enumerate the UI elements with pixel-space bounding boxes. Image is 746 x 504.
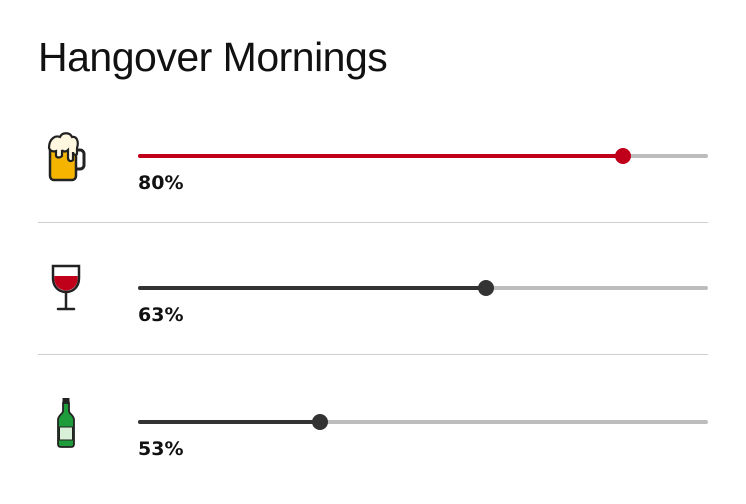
wine-row: 63% xyxy=(38,222,708,355)
bottle-slider-fill xyxy=(138,420,321,424)
page-title: Hangover Mornings xyxy=(38,34,388,80)
wine-value: 63% xyxy=(138,304,184,326)
wine-glass-icon xyxy=(46,262,86,314)
wine-slider-fill xyxy=(138,286,486,290)
beer-slider[interactable] xyxy=(138,146,708,166)
beer-mug-icon xyxy=(46,130,86,182)
green-bottle-icon xyxy=(46,396,86,448)
beer-slider-fill xyxy=(138,154,623,158)
bottle-slider-thumb[interactable] xyxy=(312,414,329,430)
wine-slider-thumb[interactable] xyxy=(477,280,494,296)
bottle-row: 53% xyxy=(38,354,708,486)
bottle-value: 53% xyxy=(138,438,184,460)
wine-slider[interactable] xyxy=(138,278,708,298)
bottle-slider[interactable] xyxy=(138,412,708,432)
bottle-slider-track xyxy=(138,420,708,424)
beer-slider-thumb[interactable] xyxy=(614,148,631,164)
beer-row: 80% xyxy=(38,90,708,223)
beer-value: 80% xyxy=(138,172,184,194)
